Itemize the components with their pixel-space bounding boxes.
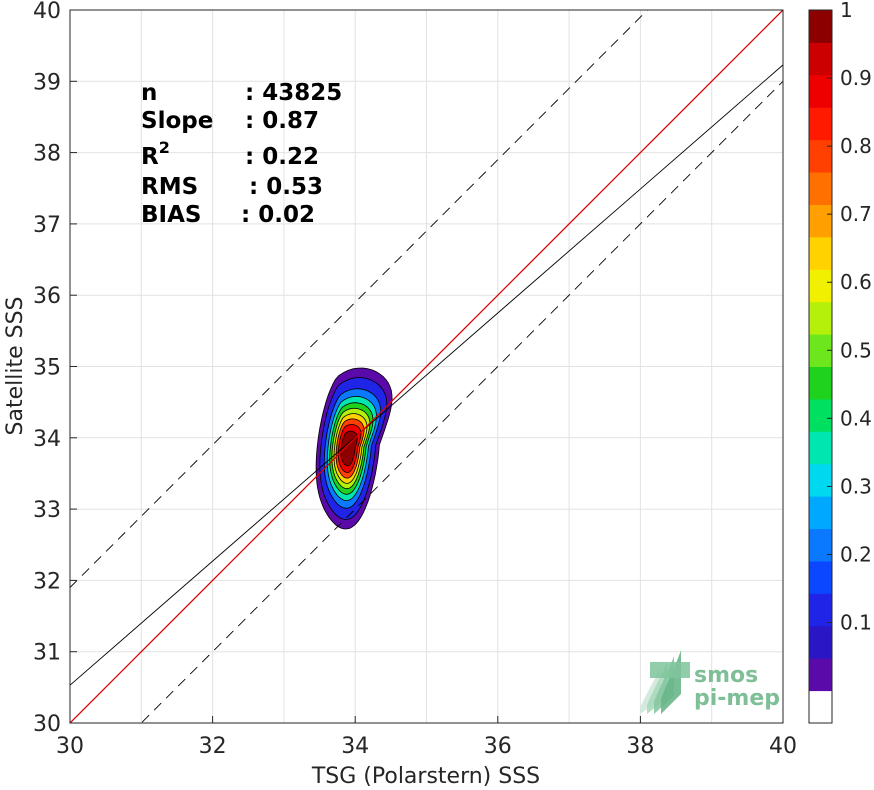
identity-line — [70, 10, 783, 723]
stat-value: : 43825 — [245, 80, 342, 106]
y-tick-label: 37 — [33, 213, 61, 238]
stat-value: : 0.87 — [245, 108, 319, 134]
stat-label: Slope — [141, 108, 213, 134]
y-axis-label: Satellite SSS — [3, 297, 28, 436]
x-tick-label: 36 — [484, 734, 512, 759]
y-axis: 30 31 32 33 34 35 36 37 38 39 40 — [33, 0, 77, 737]
colorbar-segment — [809, 366, 832, 400]
x-tick-label: 32 — [199, 734, 227, 759]
y-tick-label: 38 — [33, 142, 61, 167]
logo-text-pimep: pi-mep — [694, 686, 780, 711]
fit-line — [70, 64, 783, 686]
colorbar-segment — [809, 269, 832, 303]
colorbar-segment — [809, 107, 832, 141]
colorbar-tick-label: 0.7 — [840, 202, 872, 226]
colorbar-segment — [809, 560, 832, 594]
colorbar-segment — [809, 74, 832, 108]
stat-value: : 0.53 — [249, 174, 323, 200]
x-tick-label: 38 — [626, 734, 654, 759]
colorbar-segment — [809, 658, 832, 692]
colorbar-tick-label: 0.9 — [840, 66, 872, 90]
colorbar-segment — [809, 690, 832, 724]
stat-value: : 0.02 — [241, 202, 315, 228]
colorbar-segment — [809, 463, 832, 497]
colorbar-segment — [809, 625, 832, 659]
colorbar-tick-label: 0.5 — [840, 338, 872, 362]
colorbar-segment — [809, 139, 832, 173]
colorbar-segment — [809, 496, 832, 530]
colorbar: 0.1 0.2 0.3 0.4 0.5 0.6 0.7 0.8 0.9 1 — [808, 0, 872, 724]
colorbar-segment — [809, 172, 832, 205]
colorbar-segment — [809, 334, 832, 367]
regression-lines — [70, 10, 783, 723]
colorbar-frame — [808, 9, 833, 724]
colorbar-segment — [809, 593, 832, 627]
colorbar-segment — [809, 236, 832, 270]
stat-label: BIAS — [141, 202, 201, 228]
colorbar-segment — [809, 10, 832, 43]
colorbar-tick-label: 0.8 — [840, 134, 872, 158]
y-tick-label: 32 — [33, 569, 61, 594]
colorbar-segment — [809, 431, 832, 465]
colorbar-tick-label: 0.2 — [840, 542, 872, 566]
colorbar-tick-label: 0.3 — [840, 474, 872, 498]
y-tick-label: 31 — [33, 641, 61, 666]
y-tick-label: 39 — [33, 70, 61, 95]
logo-block — [650, 662, 690, 678]
y-tick-label: 36 — [33, 284, 61, 309]
x-axis: 30 32 34 36 38 40 — [56, 716, 797, 759]
colorbar-segment — [809, 528, 832, 562]
y-tick-label: 35 — [33, 356, 61, 381]
colorbar-tick-label: 1 — [840, 0, 853, 22]
colorbar-segment — [809, 301, 832, 335]
x-tick-label: 30 — [56, 734, 84, 759]
density-contours — [315, 367, 393, 530]
colorbar-segment — [809, 42, 832, 76]
y-tick-label: 40 — [33, 0, 61, 24]
colorbar-tick-label: 0.1 — [840, 611, 872, 635]
stat-superscript: 2 — [159, 138, 170, 157]
x-tick-label: 40 — [769, 734, 797, 759]
stat-value: : 0.22 — [245, 144, 319, 170]
y-tick-label: 34 — [33, 427, 61, 452]
colorbar-tick-label: 0.4 — [840, 406, 872, 430]
colorbar-segment — [809, 398, 832, 432]
y-tick-label: 30 — [33, 712, 61, 737]
x-axis-label: TSG (Polarstern) SSS — [311, 764, 540, 789]
stat-label: n — [141, 80, 157, 106]
y-tick-label: 33 — [33, 498, 61, 523]
colorbar-segment — [809, 204, 832, 238]
x-tick-label: 34 — [341, 734, 369, 759]
colorbar-tick-label: 0.6 — [840, 270, 872, 294]
logo-text-smos: smos — [694, 663, 758, 688]
lower-bound-line — [140, 80, 783, 723]
stat-label: RMS — [141, 174, 198, 200]
